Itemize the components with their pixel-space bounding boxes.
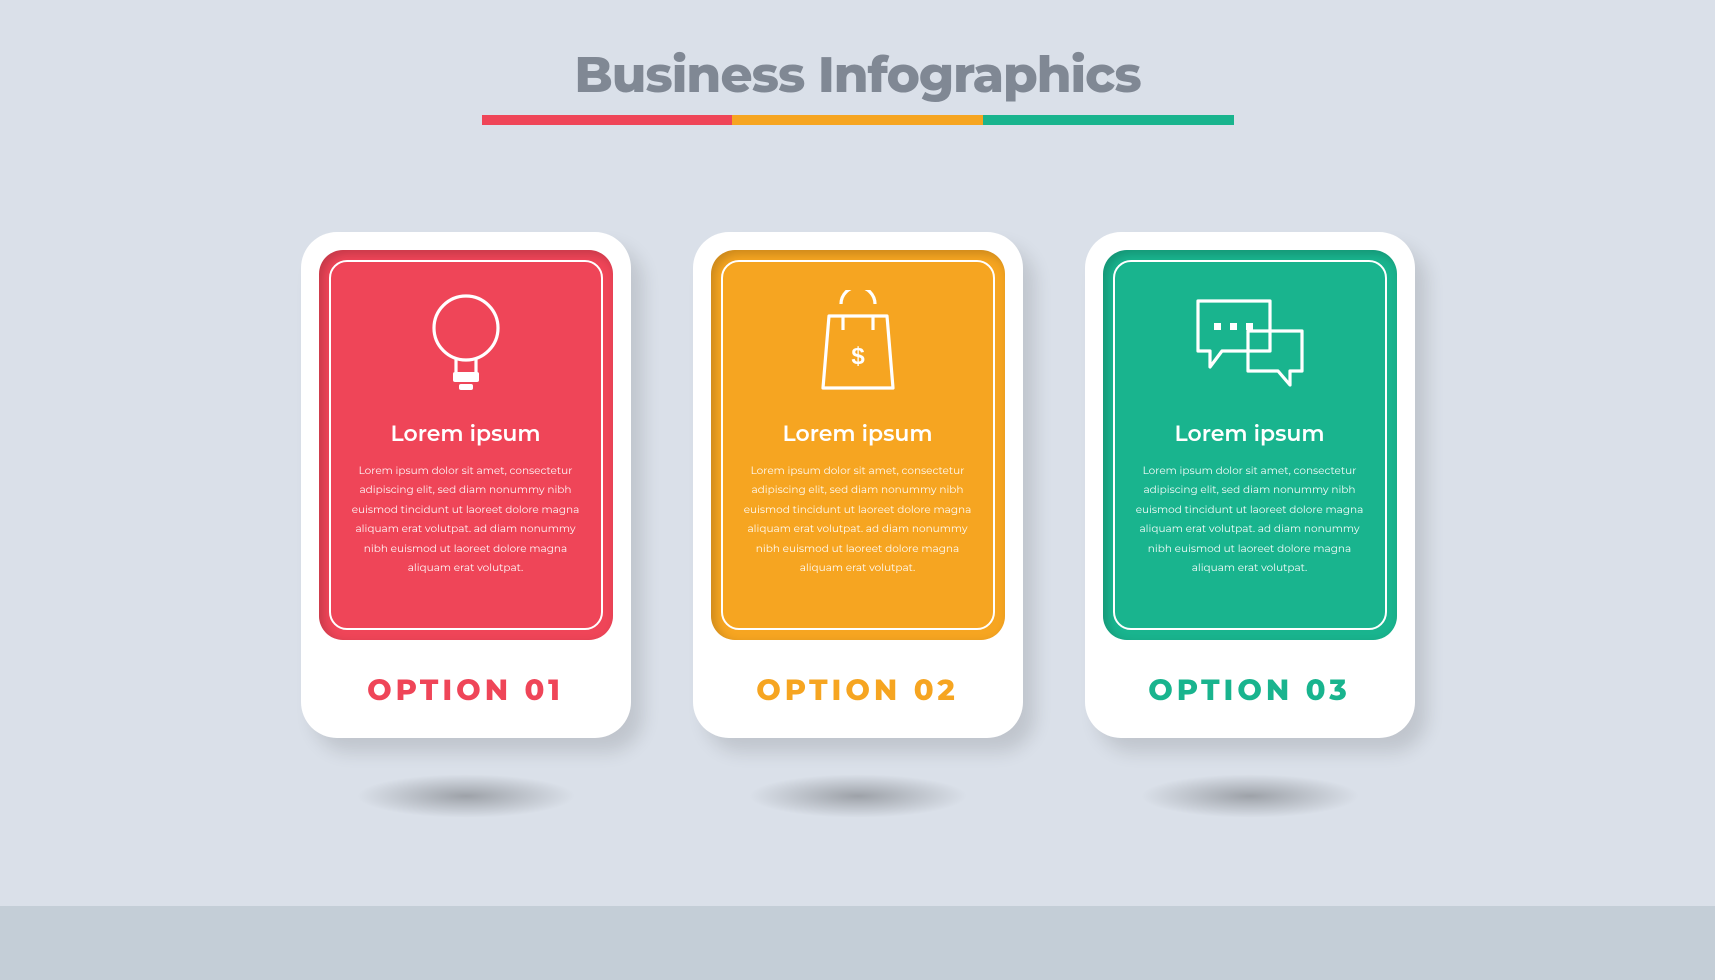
header: Business Infographics bbox=[0, 44, 1715, 125]
card-option-label: OPTION 02 bbox=[693, 673, 1023, 708]
card-option-label: OPTION 03 bbox=[1085, 673, 1415, 708]
svg-text:$: $ bbox=[851, 343, 865, 370]
card-icon-slot: $ bbox=[813, 280, 903, 410]
underline-seg-2 bbox=[732, 115, 983, 125]
page-title: Business Infographics bbox=[0, 44, 1715, 105]
infographic-stage: Business Infographics Lorem ipsum Lorem … bbox=[0, 0, 1715, 980]
card-heading: Lorem ipsum bbox=[782, 420, 932, 447]
card-body-text: Lorem ipsum dolor sit amet, consectetur … bbox=[743, 461, 973, 578]
card-heading: Lorem ipsum bbox=[1174, 420, 1324, 447]
card-shadow bbox=[1140, 774, 1360, 818]
lightbulb-icon bbox=[423, 290, 509, 400]
card-panel: Lorem ipsum Lorem ipsum dolor sit amet, … bbox=[319, 250, 613, 640]
card-option-label: OPTION 01 bbox=[301, 673, 631, 708]
card-panel: $ Lorem ipsum Lorem ipsum dolor sit amet… bbox=[711, 250, 1005, 640]
card-shadow bbox=[748, 774, 968, 818]
option-card-1: Lorem ipsum Lorem ipsum dolor sit amet, … bbox=[301, 232, 631, 738]
card-shadow bbox=[356, 774, 576, 818]
option-card-2: $ Lorem ipsum Lorem ipsum dolor sit amet… bbox=[693, 232, 1023, 738]
title-underline bbox=[482, 115, 1234, 125]
card-icon-slot bbox=[423, 280, 509, 410]
card-row: Lorem ipsum Lorem ipsum dolor sit amet, … bbox=[0, 232, 1715, 738]
underline-seg-1 bbox=[482, 115, 733, 125]
card-icon-slot bbox=[1192, 280, 1308, 410]
shopping-bag-icon: $ bbox=[813, 290, 903, 400]
bottom-strip bbox=[0, 906, 1715, 980]
option-card-3: Lorem ipsum Lorem ipsum dolor sit amet, … bbox=[1085, 232, 1415, 738]
underline-seg-3 bbox=[983, 115, 1234, 125]
card-heading: Lorem ipsum bbox=[390, 420, 540, 447]
card-panel: Lorem ipsum Lorem ipsum dolor sit amet, … bbox=[1103, 250, 1397, 640]
card-body-text: Lorem ipsum dolor sit amet, consectetur … bbox=[351, 461, 581, 578]
card-body-text: Lorem ipsum dolor sit amet, consectetur … bbox=[1135, 461, 1365, 578]
chat-bubbles-icon bbox=[1192, 295, 1308, 395]
